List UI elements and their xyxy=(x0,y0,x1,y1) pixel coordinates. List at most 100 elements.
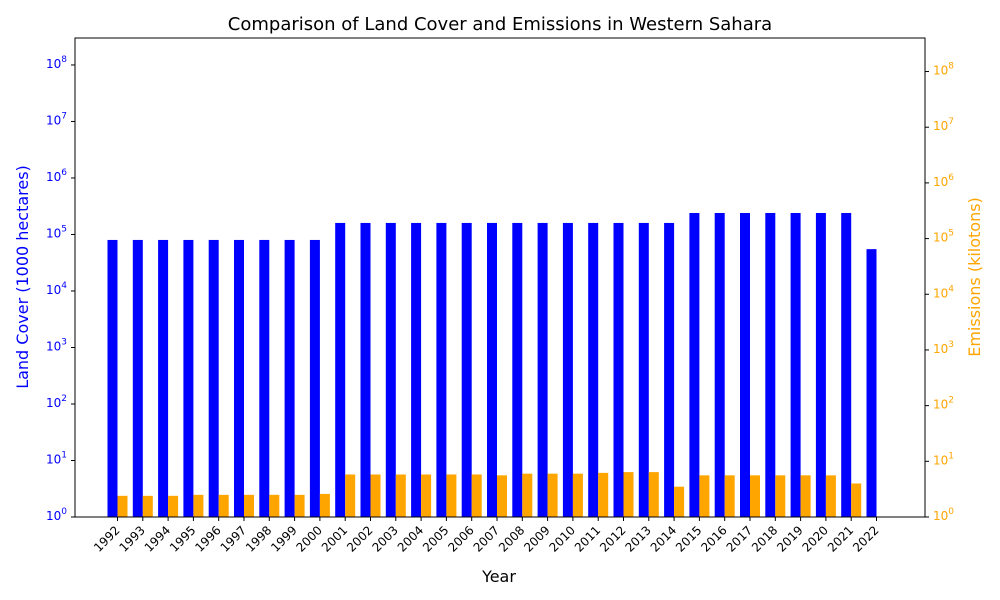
left-y-tick-label-0: 100 xyxy=(46,507,67,523)
left-y-axis-label: Land Cover (1000 hectares) xyxy=(13,165,32,389)
emissions-bar-1998 xyxy=(269,494,280,517)
land-cover-bar-2015 xyxy=(689,212,700,517)
emissions-bar-2012 xyxy=(623,472,634,517)
x-tick-label-2012: 2012 xyxy=(597,523,628,554)
land-cover-bar-2011 xyxy=(588,222,599,517)
emissions-bar-2010 xyxy=(572,473,583,517)
right-y-tick-label-0: 100 xyxy=(933,507,954,523)
land-cover-bar-1998 xyxy=(259,239,270,517)
emissions-bar-2014 xyxy=(674,486,685,517)
land-cover-bar-2008 xyxy=(512,222,523,517)
land-cover-bar-1992 xyxy=(107,239,118,517)
right-y-tick-label-5: 105 xyxy=(933,229,954,245)
x-axis-label: Year xyxy=(481,567,516,586)
right-y-tick-label-7: 107 xyxy=(933,117,954,133)
x-tick-label-1994: 1994 xyxy=(142,523,173,554)
land-cover-bar-2020 xyxy=(815,212,826,517)
right-y-tick-label-8: 108 xyxy=(933,62,954,78)
x-tick-label-1993: 1993 xyxy=(116,523,147,554)
x-tick-label-2008: 2008 xyxy=(496,523,527,554)
emissions-bar-2016 xyxy=(724,475,735,517)
land-cover-bar-2003 xyxy=(385,222,396,517)
x-tick-label-2005: 2005 xyxy=(420,523,451,554)
land-cover-bar-1999 xyxy=(284,239,295,517)
emissions-bar-2017 xyxy=(750,475,760,517)
land-cover-bar-2009 xyxy=(537,222,548,517)
right-y-tick-label-3: 103 xyxy=(933,340,954,356)
x-tick-label-2007: 2007 xyxy=(471,523,502,554)
x-tick-label-2022: 2022 xyxy=(850,523,881,554)
emissions-bar-2021 xyxy=(851,483,862,517)
emissions-bar-1995 xyxy=(193,494,204,517)
x-tick-label-1997: 1997 xyxy=(218,523,249,554)
land-cover-bar-2007 xyxy=(487,222,497,517)
x-tick-label-2002: 2002 xyxy=(344,523,375,554)
right-y-tick-label-1: 101 xyxy=(933,451,954,467)
land-cover-bar-2019 xyxy=(790,212,801,517)
land-cover-bar-2005 xyxy=(436,222,447,517)
plot-area: 100 101 102 103 104 105 106 107 108 100 101 102 103 1… xyxy=(46,37,954,555)
land-cover-bar-2010 xyxy=(562,222,573,517)
x-tick-label-2009: 2009 xyxy=(521,523,552,554)
left-y-tick-label-6: 106 xyxy=(46,168,67,184)
x-tick-label-2018: 2018 xyxy=(749,523,780,554)
land-cover-bar-1996 xyxy=(208,239,219,517)
x-tick-label-2010: 2010 xyxy=(547,523,578,554)
emissions-bar-1996 xyxy=(218,494,229,517)
emissions-bar-2007 xyxy=(497,475,507,517)
emissions-bar-1999 xyxy=(294,494,305,517)
right-y-tick-label-6: 106 xyxy=(933,173,954,189)
emissions-bar-2008 xyxy=(522,473,533,517)
land-cover-bar-2012 xyxy=(613,222,624,517)
x-tick-label-2003: 2003 xyxy=(369,523,400,554)
emissions-bar-1993 xyxy=(142,495,153,517)
x-tick-label-2015: 2015 xyxy=(673,523,704,554)
plot-frame xyxy=(74,37,926,518)
land-cover-bar-2004 xyxy=(411,222,422,517)
left-y-tick-label-1: 101 xyxy=(46,450,67,466)
emissions-bar-1992 xyxy=(117,495,128,517)
emissions-bar-2020 xyxy=(825,475,836,517)
x-tick-label-1992: 1992 xyxy=(91,523,122,554)
land-cover-bar-2018 xyxy=(765,212,776,517)
left-y-tick-label-8: 108 xyxy=(46,55,67,71)
x-tick-label-2014: 2014 xyxy=(648,523,679,554)
left-y-tick-label-7: 107 xyxy=(46,111,67,127)
right-y-axis-label: Emissions (kilotons) xyxy=(965,197,984,357)
emissions-bar-2019 xyxy=(800,475,811,517)
x-tick-label-2020: 2020 xyxy=(800,523,831,554)
x-tick-label-2006: 2006 xyxy=(445,523,476,554)
x-tick-label-2013: 2013 xyxy=(622,523,653,554)
land-cover-bar-2001 xyxy=(335,222,346,517)
x-tick-label-2000: 2000 xyxy=(294,523,325,554)
right-y-tick-label-2: 102 xyxy=(933,396,954,412)
land-cover-bar-1994 xyxy=(158,239,169,517)
x-tick-label-1999: 1999 xyxy=(268,523,299,554)
x-tick-label-2019: 2019 xyxy=(774,523,805,554)
land-cover-bar-1995 xyxy=(183,239,194,517)
emissions-bar-2013 xyxy=(648,472,659,517)
emissions-bar-2003 xyxy=(395,474,406,517)
emissions-bar-1997 xyxy=(244,494,254,517)
land-cover-bar-2006 xyxy=(461,222,472,517)
emissions-bar-2015 xyxy=(699,475,710,517)
emissions-bar-2009 xyxy=(547,473,558,517)
chart-title: Comparison of Land Cover and Emissions i… xyxy=(228,14,772,35)
x-tick-label-2004: 2004 xyxy=(395,523,426,554)
emissions-bar-2002 xyxy=(370,474,381,517)
x-tick-label-2001: 2001 xyxy=(319,523,350,554)
x-tick-label-1998: 1998 xyxy=(243,523,274,554)
land-cover-bar-2014 xyxy=(664,222,675,517)
land-cover-bar-2013 xyxy=(638,222,649,517)
land-cover-bar-2017 xyxy=(740,212,750,517)
emissions-bar-2001 xyxy=(345,474,356,517)
left-y-tick-label-2: 102 xyxy=(46,394,67,410)
x-tick-label-1996: 1996 xyxy=(192,523,223,554)
x-tick-label-2017: 2017 xyxy=(724,523,755,554)
emissions-bar-2000 xyxy=(319,493,330,517)
emissions-bar-1994 xyxy=(168,495,179,517)
x-tick-label-2016: 2016 xyxy=(698,523,729,554)
x-tick-label-2021: 2021 xyxy=(825,523,856,554)
left-y-tick-label-5: 105 xyxy=(46,224,67,240)
